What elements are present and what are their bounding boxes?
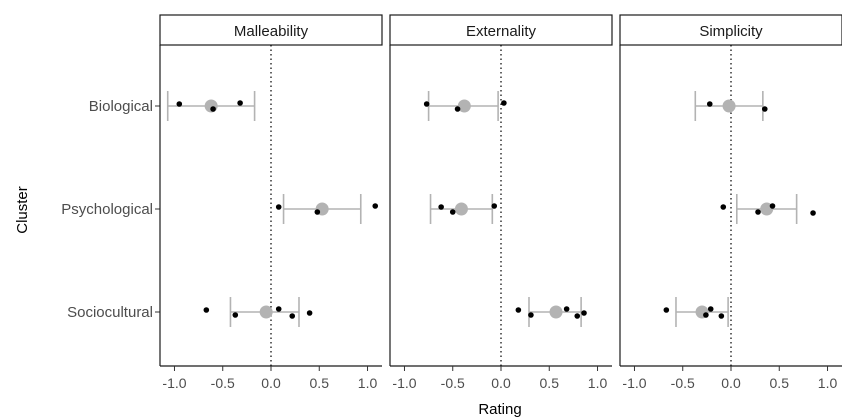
data-point-malleability-sociocultural: [289, 313, 296, 319]
data-point-externality-sociocultural: [515, 307, 522, 313]
facet-title-malleability: Malleability: [234, 23, 309, 40]
x-tick-label: 1.0: [588, 375, 608, 391]
data-point-simplicity-sociocultural: [718, 313, 725, 319]
data-point-malleability-psychological: [275, 204, 282, 210]
y-tick-label-sociocultural: Sociocultural: [67, 304, 153, 321]
data-point-externality-biological: [501, 100, 507, 106]
facet-strip-simplicity: [619, 14, 842, 46]
x-axis-title: Rating: [478, 401, 521, 418]
x-tick-label: -1.0: [162, 375, 186, 391]
x-tick-label: 0.0: [491, 375, 511, 391]
mean-point-externality-biological: [457, 99, 471, 113]
x-tick-label: 0.0: [721, 375, 741, 391]
data-point-simplicity-biological: [706, 101, 713, 107]
data-point-simplicity-biological: [761, 106, 768, 112]
data-point-simplicity-psychological: [769, 203, 776, 209]
data-point-malleability-sociocultural: [203, 307, 210, 313]
data-point-simplicity-sociocultural: [663, 307, 670, 313]
facet-strip-externality: [389, 14, 613, 46]
data-point-malleability-sociocultural: [306, 310, 313, 316]
mean-point-simplicity-biological: [722, 99, 736, 113]
x-tick-label: -1.0: [392, 375, 416, 391]
mean-point-externality-sociocultural: [549, 305, 563, 319]
y-tick-label-biological: Biological: [89, 98, 153, 115]
data-point-simplicity-psychological: [755, 209, 761, 215]
x-tick-label: -0.5: [211, 375, 235, 391]
data-point-externality-sociocultural: [528, 312, 534, 318]
x-tick-label: 0.5: [540, 375, 560, 391]
x-tick-label: -1.0: [622, 375, 646, 391]
mean-point-malleability-sociocultural: [259, 305, 273, 319]
data-point-simplicity-sociocultural: [703, 312, 709, 318]
facet-title-externality: Externality: [466, 23, 537, 40]
data-point-simplicity-psychological: [720, 204, 727, 210]
facet-title-simplicity: Simplicity: [699, 23, 763, 40]
data-point-malleability-sociocultural: [275, 306, 282, 312]
x-tick-label: -0.5: [671, 375, 695, 391]
data-point-externality-sociocultural: [574, 313, 581, 319]
x-tick-label: 1.0: [818, 375, 838, 391]
data-point-malleability-biological: [176, 101, 183, 107]
data-point-externality-psychological: [491, 203, 498, 209]
x-tick-label: 0.5: [310, 375, 330, 391]
y-axis-title: Cluster: [14, 186, 31, 234]
x-tick-label: -0.5: [441, 375, 465, 391]
data-point-malleability-biological: [210, 106, 216, 112]
data-point-malleability-psychological: [372, 203, 379, 209]
data-point-externality-sociocultural: [581, 310, 587, 316]
data-point-externality-biological: [454, 106, 461, 112]
data-point-simplicity-sociocultural: [707, 306, 714, 312]
data-point-malleability-sociocultural: [232, 312, 239, 318]
x-tick-label: 0.0: [261, 375, 281, 391]
data-point-externality-sociocultural: [563, 306, 570, 312]
data-point-malleability-biological: [237, 100, 243, 106]
data-point-externality-psychological: [438, 204, 444, 210]
x-tick-label: 1.0: [358, 375, 378, 391]
data-point-externality-psychological: [449, 209, 456, 215]
data-point-externality-biological: [423, 101, 430, 107]
facet-strip-malleability: [159, 14, 383, 46]
mean-point-externality-psychological: [454, 202, 468, 216]
data-point-malleability-psychological: [314, 209, 321, 215]
x-tick-label: 0.5: [770, 375, 790, 391]
y-tick-label-psychological: Psychological: [61, 201, 153, 218]
data-point-simplicity-psychological: [810, 210, 816, 216]
